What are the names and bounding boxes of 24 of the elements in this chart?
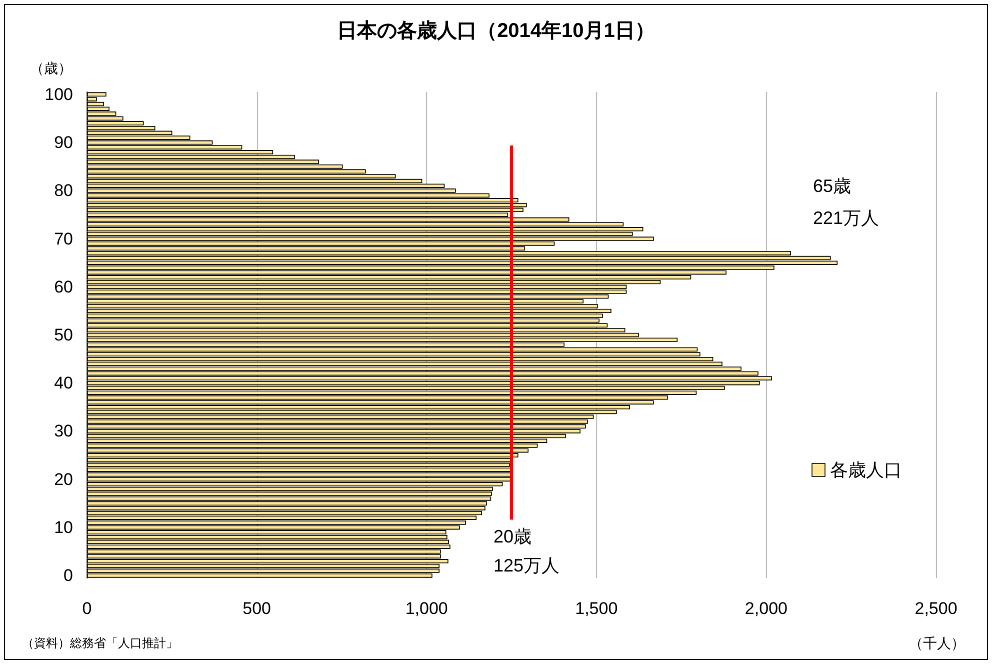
- y-axis-title: （歳）: [30, 60, 72, 76]
- y-tick-label: 70: [54, 229, 73, 248]
- y-tick-label: 40: [54, 374, 73, 393]
- y-tick-label: 30: [54, 422, 73, 441]
- chart-title: 日本の各歳人口（2014年10月1日）: [337, 20, 655, 42]
- x-tick-label: 1,500: [575, 599, 618, 618]
- y-tick-label: 90: [54, 133, 73, 152]
- y-tick-label: 80: [54, 181, 73, 200]
- y-tick-label: 60: [54, 277, 73, 296]
- legend-label: 各歳人口: [830, 460, 902, 480]
- x-tick-label: 2,500: [914, 599, 958, 618]
- x-tick-label: 1,000: [405, 599, 448, 618]
- y-tick-label: 50: [54, 326, 73, 344]
- y-tick-label: 0: [64, 566, 73, 586]
- text: （資料）総務省「人口推計」: [22, 636, 178, 650]
- annotation: 65歳 221万人: [813, 176, 880, 228]
- x-tick-label: 500: [242, 599, 271, 618]
- x-tick-label: 0: [82, 599, 92, 618]
- x-axis-title: （千人）: [909, 635, 965, 651]
- x-tick-label: 2,000: [744, 599, 788, 618]
- y-tick-label: 20: [54, 470, 73, 489]
- y-tick-label: 100: [44, 84, 73, 104]
- ref-line-label: 20歳 125万人: [494, 526, 560, 576]
- y-tick-label: 10: [54, 518, 73, 537]
